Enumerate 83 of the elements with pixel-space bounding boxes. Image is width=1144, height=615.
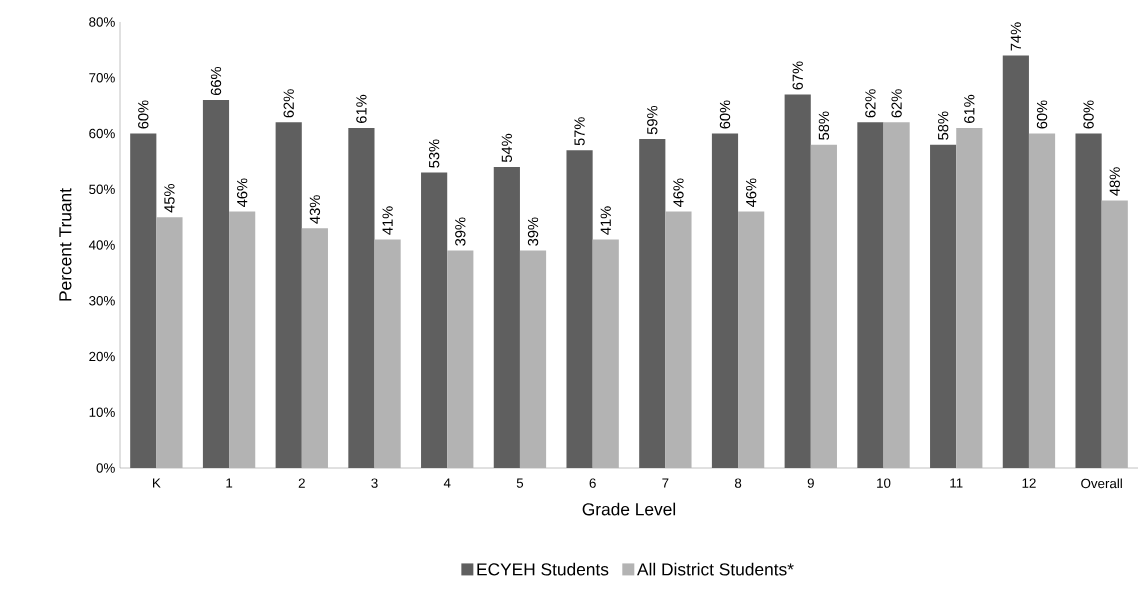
- x-tick-label: 7: [662, 478, 669, 488]
- x-axis-title: Grade Level: [582, 502, 676, 516]
- x-tick-label: 2: [298, 478, 305, 488]
- x-tick-label: 8: [734, 478, 742, 488]
- y-tick-label: 20%: [89, 351, 115, 362]
- bar: [883, 122, 910, 468]
- data-label: 74%: [1010, 22, 1021, 51]
- data-label: 67%: [792, 61, 803, 90]
- data-label: 59%: [647, 106, 658, 135]
- data-label: 62%: [891, 89, 902, 118]
- data-label: 58%: [818, 111, 830, 140]
- bar: [156, 217, 183, 468]
- y-tick-label: 40%: [88, 240, 115, 250]
- bar: [810, 144, 837, 468]
- data-label: 60%: [1036, 100, 1048, 129]
- data-label: 41%: [382, 206, 393, 235]
- y-tick-label: 10%: [89, 407, 115, 417]
- bar: [1101, 200, 1128, 468]
- bar: [421, 172, 448, 468]
- data-label: 45%: [164, 184, 175, 213]
- data-label: 48%: [1109, 167, 1120, 196]
- x-tick-label: 12: [1022, 478, 1036, 488]
- bar: [738, 211, 765, 468]
- bar: [493, 166, 520, 468]
- data-label: 39%: [527, 217, 539, 246]
- x-tick-label: 10: [877, 478, 891, 488]
- data-label: 57%: [574, 117, 585, 146]
- bar: [374, 239, 401, 468]
- bar: [1002, 55, 1029, 468]
- bar: [1028, 133, 1056, 468]
- y-tick-label: 0%: [96, 463, 115, 473]
- data-label: 46%: [745, 178, 757, 207]
- legend-label: All District Students*: [637, 562, 794, 576]
- bar: [639, 139, 666, 468]
- bar: [229, 211, 256, 468]
- x-tick-label: 6: [589, 478, 596, 488]
- x-tick-label: 1: [226, 478, 233, 488]
- bar: [348, 127, 375, 468]
- data-label: 54%: [501, 133, 513, 163]
- data-label: 39%: [455, 217, 466, 246]
- bar: [447, 250, 474, 468]
- data-label: 58%: [937, 111, 949, 140]
- bar: [301, 228, 328, 468]
- data-label: 61%: [356, 94, 367, 123]
- bar: [566, 150, 593, 468]
- bar: [519, 250, 547, 468]
- bar: [275, 122, 302, 468]
- x-tick-label: Overall: [1081, 478, 1122, 489]
- legend-label: ECYEH Students: [477, 562, 609, 576]
- y-axis-title: Percent Truant: [59, 188, 72, 301]
- data-label: 61%: [964, 94, 975, 123]
- bar: [930, 144, 957, 468]
- data-label: 46%: [673, 178, 684, 207]
- bar: [956, 127, 983, 468]
- data-label: 53%: [428, 139, 440, 168]
- data-label: 46%: [236, 178, 248, 207]
- x-tick-label: 9: [807, 478, 814, 488]
- data-label: 41%: [600, 206, 611, 235]
- bar: [711, 133, 739, 468]
- x-tick-label: 3: [371, 478, 378, 488]
- x-tick-label: 5: [516, 478, 524, 488]
- y-tick-label: 70%: [89, 73, 115, 83]
- x-tick-label: K: [153, 478, 161, 488]
- data-label: 60%: [719, 100, 731, 129]
- bar: [665, 211, 692, 468]
- data-label: 66%: [210, 66, 222, 96]
- y-tick-label: 50%: [89, 184, 115, 194]
- bar: [1075, 133, 1102, 468]
- y-tick-label: 30%: [89, 296, 115, 306]
- x-tick-label: 11: [950, 478, 963, 488]
- data-label: 62%: [865, 89, 876, 118]
- bar: [857, 122, 884, 468]
- bar: [592, 239, 619, 468]
- x-tick-label: 4: [443, 478, 451, 488]
- bar: [130, 133, 157, 468]
- data-label: 43%: [309, 195, 321, 224]
- y-tick-label: 80%: [89, 17, 115, 27]
- data-label: 60%: [138, 100, 149, 129]
- y-tick-label: 60%: [89, 128, 115, 139]
- data-label: 62%: [283, 89, 294, 118]
- data-label: 60%: [1083, 100, 1094, 129]
- bar: [784, 94, 811, 468]
- bar: [202, 100, 230, 468]
